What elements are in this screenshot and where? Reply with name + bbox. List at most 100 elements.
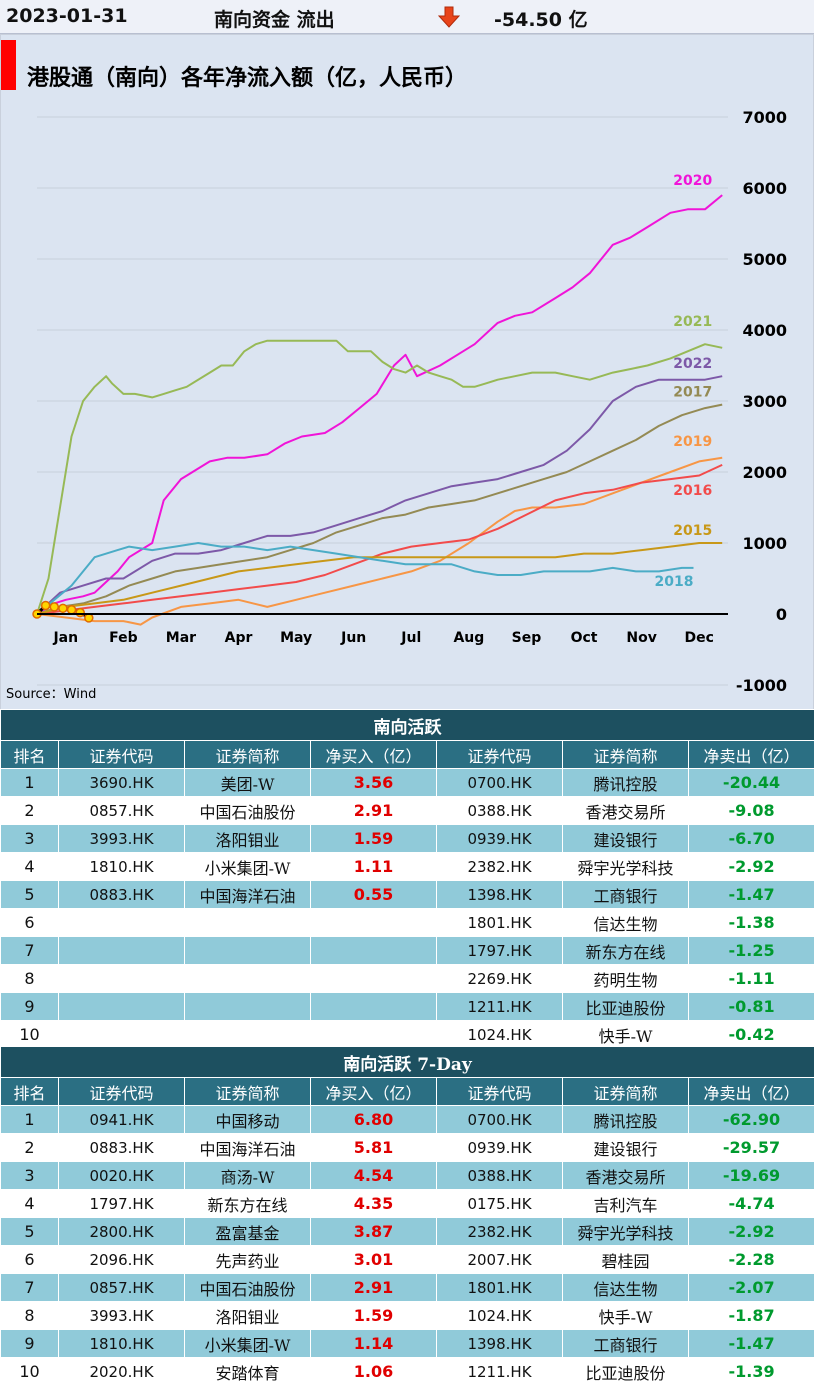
- series-point-2023: [42, 601, 50, 609]
- sell-code-cell: 2007.HK: [437, 1246, 563, 1274]
- column-header: 排名: [1, 741, 59, 769]
- buy-code-cell: 2800.HK: [59, 1218, 185, 1246]
- rank-cell: 4: [1, 853, 59, 881]
- rank-cell: 5: [1, 1218, 59, 1246]
- column-header: 证券代码: [59, 741, 185, 769]
- net-sell-cell: -2.28: [689, 1246, 814, 1274]
- sell-name-cell: 新东方在线: [563, 937, 689, 965]
- series-point-2023: [76, 609, 84, 617]
- sell-code-cell: 0388.HK: [437, 1162, 563, 1190]
- buy-name-cell: 盈富基金: [185, 1218, 311, 1246]
- net-sell-cell: -1.39: [689, 1358, 814, 1386]
- column-header: 证券简称: [563, 1078, 689, 1106]
- rank-cell: 6: [1, 909, 59, 937]
- series-label-2019: 2019: [673, 434, 712, 450]
- sell-name-cell: 腾讯控股: [563, 1106, 689, 1134]
- net-buy-cell: 3.01: [311, 1246, 437, 1274]
- y-tick-label: 5000: [742, 250, 787, 269]
- rank-cell: 8: [1, 965, 59, 993]
- series-line-2019: [37, 458, 722, 625]
- net-buy-cell: 2.91: [311, 1274, 437, 1302]
- buy-name-cell: 洛阳钼业: [185, 825, 311, 853]
- series-point-2023: [85, 614, 93, 622]
- net-buy-cell: 4.54: [311, 1162, 437, 1190]
- sell-code-cell: 1398.HK: [437, 1330, 563, 1358]
- rank-cell: 7: [1, 937, 59, 965]
- sell-name-cell: 药明生物: [563, 965, 689, 993]
- buy-code-cell: 0857.HK: [59, 797, 185, 825]
- rank-cell: 3: [1, 1162, 59, 1190]
- x-tick-label: Dec: [684, 630, 713, 646]
- report-date: 2023-01-31: [6, 5, 128, 27]
- rank-cell: 9: [1, 993, 59, 1021]
- flow-value: -54.50 亿: [494, 5, 588, 32]
- sell-code-cell: 1024.HK: [437, 1302, 563, 1330]
- sell-code-cell: 1211.HK: [437, 1358, 563, 1386]
- x-tick-label: Feb: [109, 630, 138, 646]
- buy-code-cell: 0883.HK: [59, 1134, 185, 1162]
- net-sell-cell: -9.08: [689, 797, 814, 825]
- buy-code-cell: 0883.HK: [59, 881, 185, 909]
- net-buy-cell: [311, 993, 437, 1021]
- x-tick-label: Aug: [453, 630, 484, 646]
- sell-code-cell: 1801.HK: [437, 909, 563, 937]
- series-label-2022: 2022: [673, 356, 712, 372]
- down-arrow-icon: [438, 6, 460, 28]
- buy-code-cell: [59, 909, 185, 937]
- net-sell-cell: -19.69: [689, 1162, 814, 1190]
- sell-code-cell: 1024.HK: [437, 1021, 563, 1049]
- sell-code-cell: 2382.HK: [437, 1218, 563, 1246]
- series-label-2016: 2016: [673, 483, 712, 499]
- table-title: 南向活跃: [1, 710, 814, 741]
- y-tick-label: 7000: [742, 108, 787, 127]
- buy-name-cell: [185, 937, 311, 965]
- buy-code-cell: 1810.HK: [59, 1330, 185, 1358]
- rank-cell: 4: [1, 1190, 59, 1218]
- sell-name-cell: 比亚迪股份: [563, 1358, 689, 1386]
- net-sell-cell: -1.87: [689, 1302, 814, 1330]
- x-tick-label: Jul: [400, 630, 421, 646]
- sell-name-cell: 建设银行: [563, 1134, 689, 1162]
- net-sell-cell: -1.47: [689, 1330, 814, 1358]
- sell-name-cell: 比亚迪股份: [563, 993, 689, 1021]
- buy-name-cell: 中国海洋石油: [185, 881, 311, 909]
- y-tick-label: 1000: [742, 534, 787, 553]
- rank-cell: 8: [1, 1302, 59, 1330]
- rank-cell: 6: [1, 1246, 59, 1274]
- sell-code-cell: 2269.HK: [437, 965, 563, 993]
- series-label-2015: 2015: [673, 523, 712, 539]
- buy-name-cell: [185, 965, 311, 993]
- net-sell-cell: -2.92: [689, 1218, 814, 1246]
- y-tick-label: 2000: [742, 463, 787, 482]
- buy-code-cell: [59, 965, 185, 993]
- buy-name-cell: 中国石油股份: [185, 797, 311, 825]
- y-tick-label: -1000: [736, 676, 787, 695]
- sell-code-cell: 0939.HK: [437, 825, 563, 853]
- net-buy-cell: 1.11: [311, 853, 437, 881]
- net-buy-cell: 2.91: [311, 797, 437, 825]
- buy-name-cell: 美团-W: [185, 769, 311, 797]
- buy-code-cell: [59, 1021, 185, 1049]
- net-buy-cell: [311, 965, 437, 993]
- net-sell-cell: -20.44: [689, 769, 814, 797]
- column-header: 证券简称: [185, 741, 311, 769]
- buy-name-cell: [185, 1021, 311, 1049]
- x-tick-label: Apr: [225, 630, 253, 646]
- buy-name-cell: 洛阳钼业: [185, 1302, 311, 1330]
- sell-code-cell: 0388.HK: [437, 797, 563, 825]
- buy-code-cell: [59, 993, 185, 1021]
- series-point-2023: [68, 606, 76, 614]
- buy-code-cell: [59, 937, 185, 965]
- sell-code-cell: 0700.HK: [437, 769, 563, 797]
- southbound-active-7day-table: 南向活跃 7-Day 排名证券代码证券简称净买入（亿）证券代码证券简称净卖出（亿…: [0, 1046, 814, 1386]
- series-label-2017: 2017: [673, 385, 712, 401]
